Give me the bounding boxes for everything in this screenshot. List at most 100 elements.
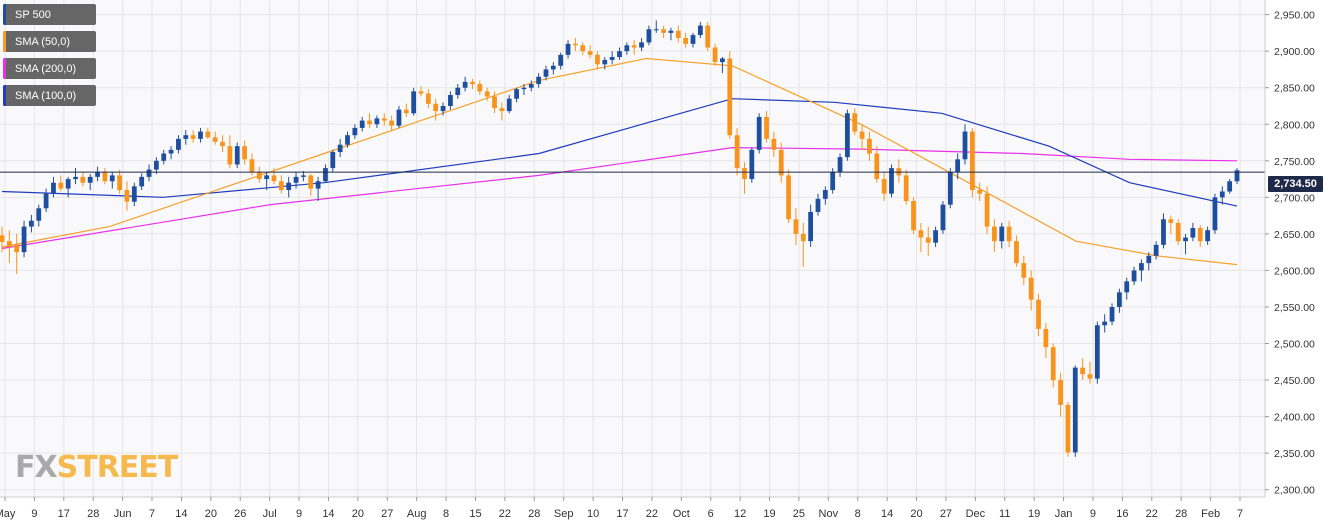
candle	[87, 173, 93, 191]
candle	[911, 197, 916, 234]
y-tick-label: 2,950.00	[1274, 10, 1315, 22]
candle	[396, 105, 402, 128]
candle-body	[1116, 292, 1122, 307]
y-tick-label: 2,550.00	[1274, 302, 1315, 314]
candle	[367, 113, 372, 128]
x-tick-label: 25	[793, 508, 805, 520]
candle-body	[102, 171, 108, 182]
candle	[881, 171, 887, 201]
candle	[984, 186, 990, 234]
candle-body	[646, 29, 652, 43]
legend-item-sma200[interactable]: SMA (200,0)	[3, 58, 96, 79]
candle-body	[734, 135, 740, 169]
candle-body	[1021, 263, 1027, 278]
x-tick-label: 7	[149, 508, 155, 520]
y-tick-label: 2,850.00	[1274, 83, 1315, 95]
y-tick-label: 2,600.00	[1274, 265, 1315, 277]
candle	[411, 87, 417, 116]
legend-label-sma100: SMA (100,0)	[15, 89, 77, 102]
x-tick-label: 27	[381, 508, 393, 520]
candle-body	[1175, 222, 1181, 242]
sma-100-line	[1, 98, 1238, 207]
candle	[256, 166, 262, 183]
candle	[80, 171, 86, 187]
candlestick-series	[0, 20, 1240, 457]
candle	[1014, 235, 1019, 267]
candle-body	[455, 87, 461, 96]
fxstreet-logo: FXSTREET	[15, 450, 179, 485]
candle-body	[587, 51, 593, 55]
candle	[323, 164, 328, 183]
candle-body	[653, 29, 659, 31]
candle-body	[543, 69, 549, 77]
candle-body	[330, 152, 336, 169]
candle-body	[1065, 404, 1071, 453]
x-tick-label: 11	[999, 508, 1010, 520]
candle	[301, 171, 306, 182]
candle	[381, 113, 387, 126]
candle	[874, 146, 880, 183]
legend-item-sma100[interactable]: SMA (100,0)	[3, 85, 96, 106]
candle	[425, 89, 431, 109]
candle-body	[168, 149, 174, 154]
y-tick-label: 2,500.00	[1274, 339, 1315, 351]
candle	[315, 176, 321, 201]
candle	[822, 186, 828, 205]
candle	[661, 25, 666, 39]
candle	[43, 188, 49, 212]
candle-body	[683, 38, 689, 44]
logo-street: STREET	[56, 450, 179, 485]
x-tick-label: 26	[234, 508, 246, 520]
candle	[65, 176, 71, 198]
candle-body	[396, 109, 402, 126]
candle-body	[720, 58, 725, 63]
candle	[492, 91, 497, 114]
candle	[1028, 270, 1034, 311]
legend-item-sp500[interactable]: SP 500	[3, 4, 96, 25]
candle	[947, 168, 953, 209]
candle-body	[933, 230, 938, 243]
candle	[859, 124, 865, 150]
candle-body	[1153, 244, 1159, 256]
legend-label-sma200: SMA (200,0)	[15, 62, 77, 75]
candle-body	[14, 244, 20, 253]
candle-body	[712, 47, 718, 63]
candle	[29, 214, 34, 233]
candle	[6, 230, 12, 264]
y-tick-label: 2,450.00	[1274, 375, 1315, 387]
candle-body	[1131, 270, 1137, 282]
candle-body	[690, 35, 696, 44]
candle-body	[867, 138, 872, 154]
candle	[168, 146, 174, 160]
x-tick-label: 8	[443, 508, 449, 520]
candle	[359, 116, 365, 132]
candle	[977, 182, 983, 201]
candle-body	[1161, 219, 1166, 245]
candle	[1080, 358, 1086, 381]
candle-body	[992, 226, 997, 242]
candle-body	[1197, 228, 1203, 242]
candle-body	[521, 87, 527, 90]
candle-body	[367, 120, 372, 125]
candle	[462, 76, 468, 92]
candle-body	[433, 103, 439, 112]
candle	[521, 84, 527, 96]
candle-body	[425, 93, 431, 104]
candle-body	[1102, 321, 1108, 326]
candle-body	[117, 175, 123, 191]
candle	[558, 52, 564, 70]
candle	[1087, 361, 1093, 384]
candle-body	[881, 179, 887, 194]
candle-body	[1227, 181, 1233, 192]
candle	[933, 226, 938, 248]
candle	[653, 20, 659, 33]
candle-body	[87, 176, 93, 183]
sma-200-series	[1, 146, 1238, 250]
sma-100-series	[1, 98, 1238, 207]
candle	[1175, 219, 1181, 245]
candle-body	[617, 51, 622, 58]
legend-item-sma50[interactable]: SMA (50,0)	[3, 31, 96, 52]
legend: SP 500 SMA (50,0) SMA (200,0) SMA (100,0…	[3, 4, 96, 112]
candle-body	[6, 241, 12, 248]
